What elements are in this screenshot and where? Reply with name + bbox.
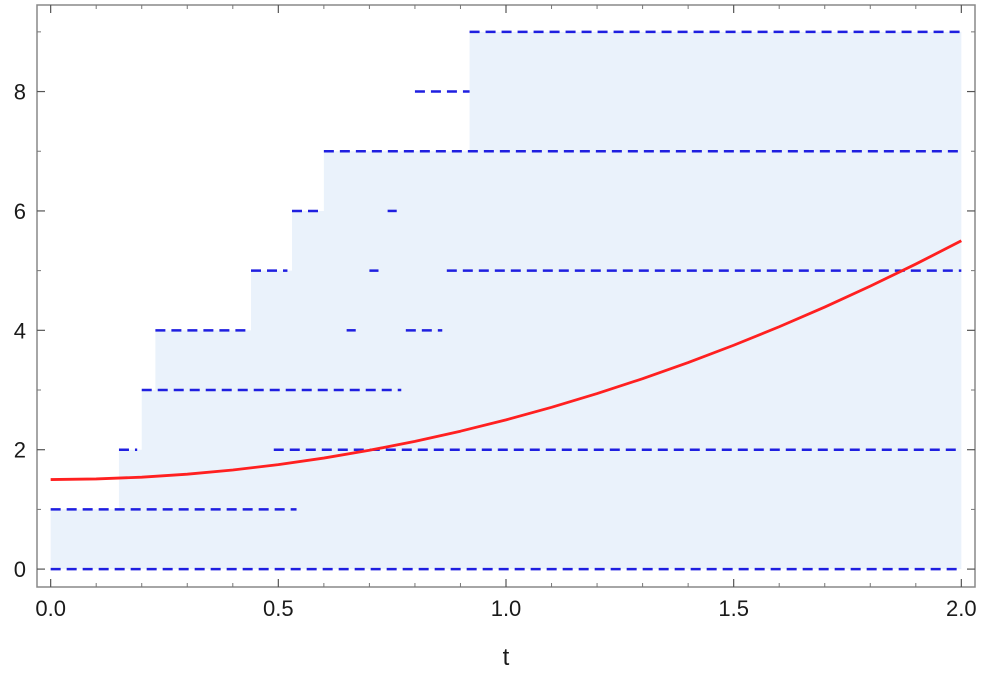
dashed-step-series <box>50 30 962 571</box>
y-tick-label: 2 <box>14 438 26 463</box>
y-tick-label: 6 <box>14 199 26 224</box>
x-axis-label: t <box>503 644 510 671</box>
x-tick-label: 1.0 <box>491 596 522 621</box>
x-tick-label: 0.0 <box>35 596 66 621</box>
x-tick-label: 0.5 <box>263 596 294 621</box>
x-axis-ticks: 0.0 0.5 1.0 1.5 2.0 <box>35 5 977 621</box>
smooth-curve-line <box>50 239 962 481</box>
shaded-area <box>50 31 962 570</box>
y-tick-label: 0 <box>14 557 26 582</box>
y-tick-label: 8 <box>14 80 26 105</box>
y-axis-ticks: 0 2 4 6 8 <box>14 31 975 582</box>
shaded-envelope <box>50 31 962 570</box>
y-tick-label: 4 <box>14 318 26 343</box>
x-tick-label: 1.5 <box>718 596 749 621</box>
x-tick-label: 2.0 <box>946 596 977 621</box>
smooth-curve-series <box>50 239 962 481</box>
